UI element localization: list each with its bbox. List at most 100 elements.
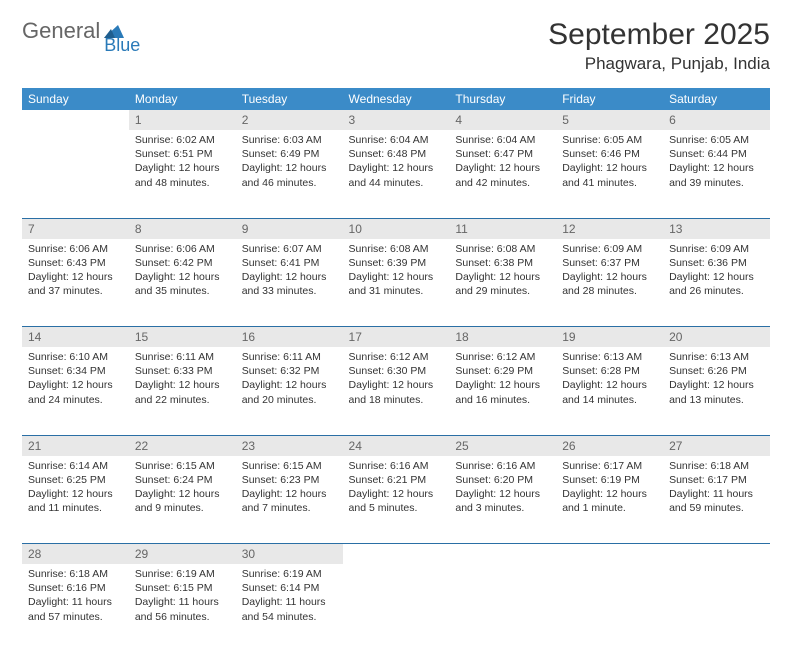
- sunrise-line: Sunrise: 6:02 AM: [135, 133, 230, 147]
- day-cell: Sunrise: 6:04 AMSunset: 6:47 PMDaylight:…: [449, 130, 556, 218]
- sunset-line: Sunset: 6:39 PM: [349, 256, 444, 270]
- daylight-line: Daylight: 12 hours and 46 minutes.: [242, 161, 337, 189]
- day-cell: Sunrise: 6:09 AMSunset: 6:37 PMDaylight:…: [556, 239, 663, 327]
- day-number-cell: [343, 544, 450, 565]
- day-number-cell: 10: [343, 218, 450, 239]
- day-number-cell: 11: [449, 218, 556, 239]
- day-detail: Sunrise: 6:02 AMSunset: 6:51 PMDaylight:…: [129, 130, 236, 196]
- sunset-line: Sunset: 6:29 PM: [455, 364, 550, 378]
- day-number-row: 21222324252627: [22, 435, 770, 456]
- day-cell: Sunrise: 6:02 AMSunset: 6:51 PMDaylight:…: [129, 130, 236, 218]
- weekday-header-row: SundayMondayTuesdayWednesdayThursdayFrid…: [22, 88, 770, 110]
- day-number-cell: 19: [556, 327, 663, 348]
- sunrise-line: Sunrise: 6:06 AM: [135, 242, 230, 256]
- daylight-line: Daylight: 12 hours and 9 minutes.: [135, 487, 230, 515]
- daylight-line: Daylight: 12 hours and 29 minutes.: [455, 270, 550, 298]
- day-detail: Sunrise: 6:11 AMSunset: 6:32 PMDaylight:…: [236, 347, 343, 413]
- day-detail: Sunrise: 6:05 AMSunset: 6:46 PMDaylight:…: [556, 130, 663, 196]
- day-number-cell: 20: [663, 327, 770, 348]
- day-cell: [449, 564, 556, 652]
- day-number-row: 282930: [22, 544, 770, 565]
- day-number-cell: 12: [556, 218, 663, 239]
- daylight-line: Daylight: 12 hours and 20 minutes.: [242, 378, 337, 406]
- day-number-cell: 28: [22, 544, 129, 565]
- day-detail: Sunrise: 6:13 AMSunset: 6:28 PMDaylight:…: [556, 347, 663, 413]
- sunset-line: Sunset: 6:42 PM: [135, 256, 230, 270]
- day-number-cell: 23: [236, 435, 343, 456]
- day-detail: Sunrise: 6:09 AMSunset: 6:36 PMDaylight:…: [663, 239, 770, 305]
- sunrise-line: Sunrise: 6:08 AM: [349, 242, 444, 256]
- sunrise-line: Sunrise: 6:12 AM: [455, 350, 550, 364]
- sunset-line: Sunset: 6:21 PM: [349, 473, 444, 487]
- header: General Blue September 2025 Phagwara, Pu…: [22, 18, 770, 74]
- day-number-cell: 3: [343, 110, 450, 130]
- day-number-cell: 30: [236, 544, 343, 565]
- daylight-line: Daylight: 12 hours and 28 minutes.: [562, 270, 657, 298]
- day-cell: Sunrise: 6:05 AMSunset: 6:46 PMDaylight:…: [556, 130, 663, 218]
- sunrise-line: Sunrise: 6:05 AM: [669, 133, 764, 147]
- weekday-header: Sunday: [22, 88, 129, 110]
- daylight-line: Daylight: 11 hours and 59 minutes.: [669, 487, 764, 515]
- day-detail: Sunrise: 6:18 AMSunset: 6:16 PMDaylight:…: [22, 564, 129, 630]
- day-number-cell: 9: [236, 218, 343, 239]
- daylight-line: Daylight: 12 hours and 22 minutes.: [135, 378, 230, 406]
- day-cell: Sunrise: 6:05 AMSunset: 6:44 PMDaylight:…: [663, 130, 770, 218]
- sunrise-line: Sunrise: 6:11 AM: [242, 350, 337, 364]
- sunrise-line: Sunrise: 6:16 AM: [455, 459, 550, 473]
- day-detail: Sunrise: 6:07 AMSunset: 6:41 PMDaylight:…: [236, 239, 343, 305]
- day-detail: Sunrise: 6:16 AMSunset: 6:21 PMDaylight:…: [343, 456, 450, 522]
- sunrise-line: Sunrise: 6:13 AM: [562, 350, 657, 364]
- daylight-line: Daylight: 12 hours and 35 minutes.: [135, 270, 230, 298]
- daylight-line: Daylight: 11 hours and 57 minutes.: [28, 595, 123, 623]
- weekday-header: Saturday: [663, 88, 770, 110]
- day-detail: Sunrise: 6:04 AMSunset: 6:48 PMDaylight:…: [343, 130, 450, 196]
- day-number-cell: 21: [22, 435, 129, 456]
- day-number-cell: 29: [129, 544, 236, 565]
- daylight-line: Daylight: 12 hours and 33 minutes.: [242, 270, 337, 298]
- day-cell: Sunrise: 6:13 AMSunset: 6:26 PMDaylight:…: [663, 347, 770, 435]
- day-number-row: 14151617181920: [22, 327, 770, 348]
- sunset-line: Sunset: 6:30 PM: [349, 364, 444, 378]
- sunset-line: Sunset: 6:25 PM: [28, 473, 123, 487]
- day-cell: Sunrise: 6:19 AMSunset: 6:15 PMDaylight:…: [129, 564, 236, 652]
- daylight-line: Daylight: 12 hours and 24 minutes.: [28, 378, 123, 406]
- weekday-header: Friday: [556, 88, 663, 110]
- day-number-cell: 18: [449, 327, 556, 348]
- sunrise-line: Sunrise: 6:11 AM: [135, 350, 230, 364]
- day-number-cell: 25: [449, 435, 556, 456]
- sunset-line: Sunset: 6:46 PM: [562, 147, 657, 161]
- location: Phagwara, Punjab, India: [548, 54, 770, 74]
- sunrise-line: Sunrise: 6:04 AM: [455, 133, 550, 147]
- day-number-cell: 8: [129, 218, 236, 239]
- sunset-line: Sunset: 6:48 PM: [349, 147, 444, 161]
- calendar-table: SundayMondayTuesdayWednesdayThursdayFrid…: [22, 88, 770, 652]
- day-number-cell: 2: [236, 110, 343, 130]
- sunset-line: Sunset: 6:36 PM: [669, 256, 764, 270]
- day-cell: Sunrise: 6:07 AMSunset: 6:41 PMDaylight:…: [236, 239, 343, 327]
- day-detail: Sunrise: 6:08 AMSunset: 6:39 PMDaylight:…: [343, 239, 450, 305]
- sunrise-line: Sunrise: 6:10 AM: [28, 350, 123, 364]
- sunrise-line: Sunrise: 6:09 AM: [562, 242, 657, 256]
- weekday-header: Wednesday: [343, 88, 450, 110]
- weekday-header: Monday: [129, 88, 236, 110]
- sunset-line: Sunset: 6:17 PM: [669, 473, 764, 487]
- daylight-line: Daylight: 12 hours and 44 minutes.: [349, 161, 444, 189]
- daylight-line: Daylight: 12 hours and 39 minutes.: [669, 161, 764, 189]
- sunset-line: Sunset: 6:14 PM: [242, 581, 337, 595]
- day-cell: Sunrise: 6:06 AMSunset: 6:43 PMDaylight:…: [22, 239, 129, 327]
- sunset-line: Sunset: 6:38 PM: [455, 256, 550, 270]
- sunrise-line: Sunrise: 6:19 AM: [242, 567, 337, 581]
- day-cell: Sunrise: 6:04 AMSunset: 6:48 PMDaylight:…: [343, 130, 450, 218]
- day-cell: Sunrise: 6:19 AMSunset: 6:14 PMDaylight:…: [236, 564, 343, 652]
- day-cell: Sunrise: 6:12 AMSunset: 6:30 PMDaylight:…: [343, 347, 450, 435]
- sunset-line: Sunset: 6:51 PM: [135, 147, 230, 161]
- day-cell: Sunrise: 6:17 AMSunset: 6:19 PMDaylight:…: [556, 456, 663, 544]
- day-detail: Sunrise: 6:18 AMSunset: 6:17 PMDaylight:…: [663, 456, 770, 522]
- sunrise-line: Sunrise: 6:13 AM: [669, 350, 764, 364]
- sunset-line: Sunset: 6:19 PM: [562, 473, 657, 487]
- sunrise-line: Sunrise: 6:15 AM: [242, 459, 337, 473]
- day-detail: Sunrise: 6:16 AMSunset: 6:20 PMDaylight:…: [449, 456, 556, 522]
- day-cell: Sunrise: 6:16 AMSunset: 6:20 PMDaylight:…: [449, 456, 556, 544]
- daylight-line: Daylight: 12 hours and 7 minutes.: [242, 487, 337, 515]
- day-cell: Sunrise: 6:14 AMSunset: 6:25 PMDaylight:…: [22, 456, 129, 544]
